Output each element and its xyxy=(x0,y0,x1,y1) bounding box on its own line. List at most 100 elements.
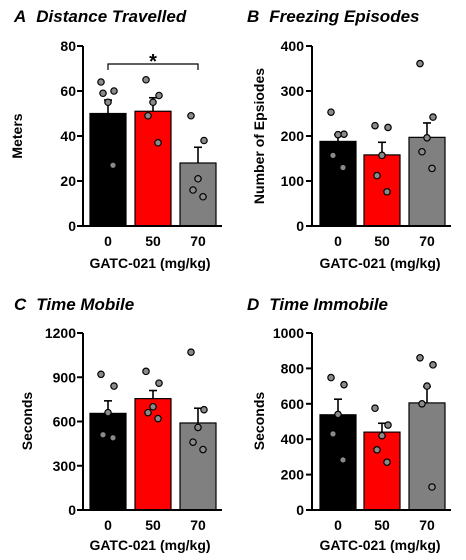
panel-b-xlabel: GATC-021 (mg/kg) xyxy=(319,255,440,271)
panel-a-data-point xyxy=(149,98,157,107)
panel-b-data-point xyxy=(383,188,391,196)
panel-d-data-point xyxy=(373,446,381,454)
panel-a-xlabel: GATC-021 (mg/kg) xyxy=(89,255,210,271)
panel-d-data-point xyxy=(416,353,424,362)
panel-d-x-tick-label: 50 xyxy=(374,517,390,533)
panel-b-y-tick-label: 200 xyxy=(281,128,305,144)
panel-b-data-point xyxy=(327,108,335,116)
panel-c-y-tick-label: 300 xyxy=(53,458,77,474)
panel-d-data-point xyxy=(428,483,436,491)
panel-a-data-point xyxy=(142,75,150,84)
panel-a-data-point xyxy=(104,98,112,107)
panel-b-x-tick-label: 70 xyxy=(419,233,435,249)
panel-b-data-point xyxy=(423,134,431,142)
panel-b-y-tick-label: 100 xyxy=(281,173,305,189)
panel-d-data-point xyxy=(371,404,379,413)
panel-a-y-tick-label: 0 xyxy=(68,218,76,234)
panel-a-x-tick-label: 50 xyxy=(145,233,161,249)
panel-b-data-point xyxy=(339,163,347,172)
panel-d-data-point xyxy=(418,399,426,408)
panel-b-data-point xyxy=(384,123,392,132)
panel-d-x-tick-label: 0 xyxy=(334,517,342,533)
panel-c-data-point xyxy=(99,430,107,439)
panel-d-data-point xyxy=(383,458,391,467)
panel-b-data-point xyxy=(371,121,379,130)
panel-a-data-point xyxy=(154,138,162,147)
panel-d-y-tick-label: 600 xyxy=(281,396,305,412)
panel-c-x-tick-label: 70 xyxy=(190,517,206,533)
panel-d-title: D Time Immobile xyxy=(247,295,388,314)
panel-c-ylabel: Seconds xyxy=(19,392,35,451)
panel-a-data-point xyxy=(97,78,105,86)
panel-b-data-point xyxy=(378,151,386,160)
panel-a-significance-label: * xyxy=(149,51,157,73)
panel-c-y-tick-label: 0 xyxy=(68,502,76,518)
panel-b-data-point xyxy=(416,59,424,68)
panel-c-bar-70 xyxy=(179,422,217,511)
panel-a-data-point xyxy=(189,186,197,194)
panel-a-data-point xyxy=(109,161,117,170)
panel-d-data-point xyxy=(327,373,335,382)
panel-b-title: B Freezing Episodes xyxy=(247,7,419,26)
panel-d-bar-0 xyxy=(319,414,357,511)
panel-b-x-tick-label: 50 xyxy=(374,233,390,249)
chart-panel-d: D Time Immobile 0 200 400 600 800 1000 Seconds 0 5… xyxy=(247,295,451,553)
panel-d-x-tick-label: 70 xyxy=(419,517,435,533)
panel-b-ylabel: Number of Epsiodes xyxy=(251,68,267,204)
panel-a-y-tick-label: 60 xyxy=(60,83,76,99)
panel-c-data-point xyxy=(144,408,152,417)
panel-c-y-tick-label: 900 xyxy=(53,369,77,385)
panel-c-data-point xyxy=(189,438,197,446)
panel-a-data-point xyxy=(144,111,152,120)
panel-d-bar-70 xyxy=(408,402,446,511)
panel-a-y-tick-label: 40 xyxy=(60,128,76,144)
panel-a-bar-50 xyxy=(134,110,172,227)
panel-b-data-point xyxy=(334,130,342,139)
panel-c-data-point xyxy=(97,370,105,379)
panel-b-bar-0 xyxy=(319,140,357,227)
panel-b-data-point xyxy=(373,171,381,180)
panel-d-data-point xyxy=(384,421,392,429)
panel-c-title: C Time Mobile xyxy=(14,295,134,314)
panel-c-data-point xyxy=(200,405,208,414)
panel-b-data-point xyxy=(329,151,337,160)
panel-a-x-tick-label: 0 xyxy=(104,233,112,249)
panel-b-bar-70 xyxy=(408,136,446,227)
panel-c-data-point xyxy=(199,445,207,454)
panel-d-y-tick-label: 0 xyxy=(296,502,304,518)
panel-c-y-tick-label: 1200 xyxy=(45,325,76,341)
panel-b-y-tick-label: 300 xyxy=(281,83,305,99)
panel-b-title-text: Freezing Episodes xyxy=(269,7,419,26)
panel-c-data-point xyxy=(104,408,112,417)
panel-a-data-point xyxy=(200,136,208,145)
panel-a-y-tick-label: 80 xyxy=(60,38,76,54)
panel-d-data-point xyxy=(423,382,431,390)
panel-c-xlabel: GATC-021 (mg/kg) xyxy=(89,537,210,553)
panel-a-bar-0 xyxy=(89,112,127,227)
panel-c-bar-0 xyxy=(89,412,127,511)
panel-d-y-tick-label: 200 xyxy=(281,467,305,483)
panel-d-y-tick-label: 400 xyxy=(281,431,305,447)
panel-d-title-text: Time Immobile xyxy=(269,295,388,314)
panel-c-y-tick-label: 600 xyxy=(53,414,77,430)
panel-d-data-point xyxy=(334,410,342,419)
panel-a-title-text: Distance Travelled xyxy=(36,7,187,26)
panel-c-data-point xyxy=(155,379,163,387)
panel-a-data-point xyxy=(99,89,107,98)
panel-a-data-point xyxy=(187,111,195,120)
panel-c-letter: C xyxy=(14,295,27,314)
panel-c-bar-50 xyxy=(134,398,172,511)
panel-b-bar-50 xyxy=(363,154,401,227)
panel-b-y-tick-label: 400 xyxy=(281,38,305,54)
panel-c-data-point xyxy=(149,402,157,411)
panel-b-x-tick-label: 0 xyxy=(334,233,342,249)
panel-c-data-point xyxy=(154,414,162,423)
chart-panel-b: B Freezing Episodes 0 100 200 300 400 Number of… xyxy=(247,7,451,271)
panel-a-title: A Distance Travelled xyxy=(13,7,187,26)
panel-d-ylabel: Seconds xyxy=(251,392,267,451)
panel-a-letter: A xyxy=(13,7,26,26)
panel-a-y-tick-label: 20 xyxy=(60,173,76,189)
panel-b-data-point xyxy=(428,164,436,173)
panel-b-data-point xyxy=(429,113,437,121)
